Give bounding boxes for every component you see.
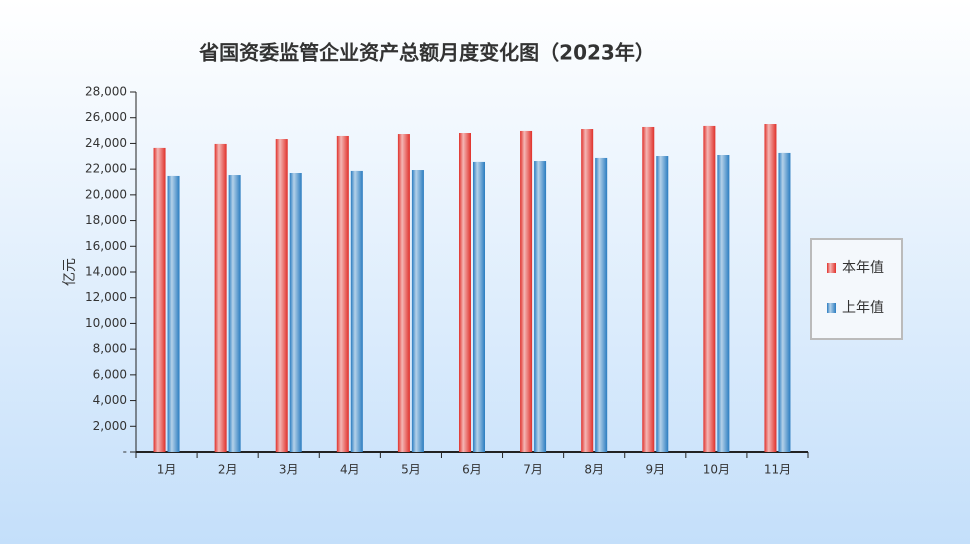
x-tick-label: 2月 — [218, 463, 238, 477]
bar-shine — [350, 170, 363, 452]
x-tick-label: 1月 — [157, 463, 177, 477]
y-tick-label: 26,000 — [85, 110, 127, 124]
bar-shine — [595, 157, 608, 452]
bar-shine — [289, 173, 302, 452]
bar-shine — [336, 135, 349, 452]
y-tick-label: 16,000 — [85, 239, 127, 253]
bar-shine — [703, 125, 716, 452]
bar-shine — [397, 134, 410, 453]
y-tick-label: 18,000 — [85, 213, 127, 227]
y-axis-label: 亿元 — [62, 258, 78, 286]
bar-shine — [275, 139, 288, 453]
y-tick-label: 20,000 — [85, 187, 127, 201]
x-tick-label: 9月 — [645, 463, 665, 477]
bar-shine — [520, 130, 533, 452]
legend-marker-shine — [827, 263, 836, 273]
bar-shine — [534, 161, 547, 453]
y-tick-label: 2,000 — [93, 419, 127, 433]
legend-label: 上年值 — [842, 300, 884, 316]
y-tick-label: - — [123, 445, 127, 459]
bar-shine — [411, 170, 424, 453]
y-tick-label: 10,000 — [85, 316, 127, 330]
bar-shine — [228, 175, 241, 453]
bar-shine — [656, 156, 669, 452]
bar-shine — [764, 124, 777, 452]
legend-box — [810, 238, 903, 340]
legend-marker-shine — [827, 303, 836, 313]
bar-shine — [642, 126, 655, 452]
y-tick-label: 28,000 — [85, 85, 127, 99]
y-tick-label: 24,000 — [85, 136, 127, 150]
y-tick-label: 8,000 — [93, 342, 127, 356]
x-tick-label: 5月 — [401, 463, 421, 477]
bar-shine — [581, 129, 594, 452]
legend-label: 本年值 — [842, 260, 884, 276]
chart-title: 省国资委监管企业资产总额月度变化图（2023年） — [198, 41, 655, 65]
y-tick-label: 12,000 — [85, 290, 127, 304]
bar-shine — [167, 175, 180, 452]
bar-shine — [153, 147, 166, 452]
bar-shine — [459, 133, 471, 452]
x-tick-label: 11月 — [764, 463, 791, 477]
bar-shine — [778, 152, 791, 452]
x-tick-label: 3月 — [279, 463, 299, 477]
x-tick-label: 6月 — [462, 463, 482, 477]
bar-shine — [717, 155, 730, 452]
bar-shine — [214, 143, 227, 452]
bar-shine — [473, 161, 485, 452]
y-tick-label: 14,000 — [85, 265, 127, 279]
y-tick-label: 22,000 — [85, 162, 127, 176]
x-tick-label: 4月 — [340, 463, 360, 477]
x-tick-label: 7月 — [523, 463, 543, 477]
y-tick-label: 6,000 — [93, 367, 127, 381]
x-tick-label: 10月 — [703, 463, 730, 477]
y-tick-label: 4,000 — [93, 393, 127, 407]
x-tick-label: 8月 — [584, 463, 604, 477]
